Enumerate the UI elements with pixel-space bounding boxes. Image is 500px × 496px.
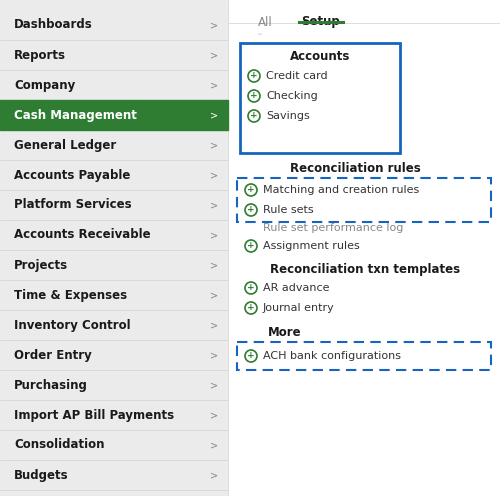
Text: +: +	[250, 71, 258, 80]
Text: Company: Company	[14, 78, 75, 91]
Bar	[237, 342, 491, 370]
Text: Setup: Setup	[300, 15, 340, 28]
Text: Cash Management: Cash Management	[14, 109, 137, 122]
Text: Consolidation: Consolidation	[14, 438, 104, 451]
Text: >: >	[210, 200, 218, 210]
Text: Credit card: Credit card	[266, 71, 328, 81]
Text: >: >	[210, 290, 218, 300]
Text: >: >	[210, 380, 218, 390]
Text: Matching and creation rules: Matching and creation rules	[263, 185, 419, 195]
Text: Inventory Control: Inventory Control	[14, 318, 130, 331]
Bar	[0, 0, 228, 496]
Bar	[240, 43, 400, 153]
Text: Purchasing: Purchasing	[14, 378, 88, 391]
Text: Reconciliation rules: Reconciliation rules	[290, 162, 420, 175]
Text: >: >	[210, 410, 218, 420]
Text: +: +	[247, 284, 255, 293]
Text: Savings: Savings	[266, 111, 310, 121]
Text: Rule set performance log: Rule set performance log	[263, 223, 404, 233]
Text: Journal entry: Journal entry	[263, 303, 335, 313]
Text: Platform Services: Platform Services	[14, 198, 132, 211]
Text: Reconciliation txn templates: Reconciliation txn templates	[270, 263, 460, 276]
Text: >: >	[210, 230, 218, 240]
Text: Dashboards: Dashboards	[14, 18, 93, 32]
Text: +: +	[250, 91, 258, 101]
Text: Accounts Payable: Accounts Payable	[14, 169, 130, 182]
Text: Accounts Receivable: Accounts Receivable	[14, 229, 150, 242]
Bar	[228, 0, 500, 496]
Text: >: >	[210, 440, 218, 450]
Text: +: +	[247, 242, 255, 250]
Text: ACH bank configurations: ACH bank configurations	[263, 351, 401, 361]
Text: ᵕ: ᵕ	[258, 31, 262, 41]
Text: +: +	[247, 304, 255, 312]
Text: +: +	[247, 186, 255, 194]
Text: Budgets: Budgets	[14, 469, 68, 482]
Text: >: >	[210, 50, 218, 60]
Text: Assignment rules: Assignment rules	[263, 241, 360, 251]
Text: >: >	[210, 260, 218, 270]
Text: >: >	[210, 170, 218, 180]
Text: >: >	[210, 110, 218, 120]
Text: Time & Expenses: Time & Expenses	[14, 289, 127, 302]
Text: Order Entry: Order Entry	[14, 349, 92, 362]
Text: More: More	[268, 325, 302, 338]
Text: >: >	[210, 20, 218, 30]
Text: >: >	[210, 470, 218, 480]
Text: Reports: Reports	[14, 49, 66, 62]
Text: >: >	[210, 140, 218, 150]
Text: Accounts: Accounts	[290, 51, 350, 63]
Text: >: >	[210, 320, 218, 330]
Text: +: +	[250, 112, 258, 121]
Text: Rule sets: Rule sets	[263, 205, 314, 215]
Text: All: All	[258, 15, 272, 28]
Text: Checking: Checking	[266, 91, 318, 101]
Text: Projects: Projects	[14, 258, 68, 271]
Text: >: >	[210, 350, 218, 360]
Text: +: +	[247, 205, 255, 214]
Text: AR advance: AR advance	[263, 283, 330, 293]
Text: >: >	[210, 80, 218, 90]
Bar	[0, 100, 228, 130]
Bar	[237, 178, 491, 222]
Text: General Ledger: General Ledger	[14, 138, 116, 151]
Text: Import AP Bill Payments: Import AP Bill Payments	[14, 409, 174, 422]
Text: +: +	[247, 352, 255, 361]
